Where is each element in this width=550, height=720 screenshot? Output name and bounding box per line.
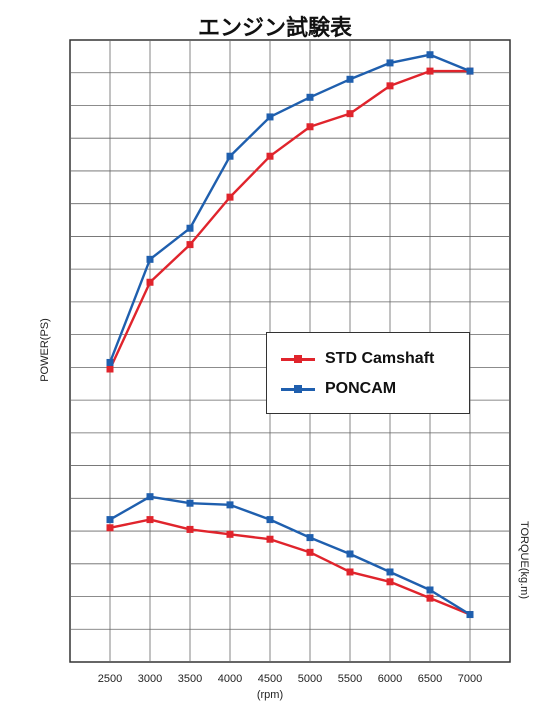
data-point-torque-poncam	[226, 501, 234, 509]
data-point-torque-poncam	[106, 516, 114, 524]
x-tick-label: 5500	[338, 673, 362, 685]
data-point-power-poncam	[386, 59, 394, 67]
data-point-torque-poncam	[386, 568, 394, 576]
x-tick-label: 7000	[458, 673, 482, 685]
data-point-power-poncam	[346, 75, 354, 83]
data-point-torque-std	[226, 530, 234, 538]
series-line-power-std	[108, 69, 470, 370]
x-tick-label: 3000	[138, 673, 162, 685]
legend-marker-poncam	[281, 382, 315, 396]
data-point-torque-poncam	[146, 493, 154, 501]
data-point-torque-poncam	[346, 550, 354, 558]
data-point-power-poncam	[106, 358, 114, 366]
series-line-torque-std	[109, 518, 471, 616]
plot-frame	[69, 39, 511, 663]
data-point-power-poncam	[306, 93, 314, 101]
data-point-power-std	[306, 123, 314, 131]
data-point-power-std	[426, 67, 434, 75]
x-axis-ticks: 2500 3000 3500 4000 4500 5000 5500 6000 6500 7000	[98, 673, 482, 685]
data-point-power-poncam	[186, 224, 194, 232]
data-point-torque-std	[266, 535, 274, 543]
data-point-power-poncam	[426, 51, 434, 59]
data-point-torque-std	[346, 568, 354, 576]
legend-square-poncam	[294, 385, 302, 393]
x-tick-label: 6000	[378, 673, 402, 685]
data-point-power-std	[146, 278, 154, 286]
data-point-power-std	[346, 110, 354, 118]
x-axis-label: (rpm)	[257, 689, 283, 701]
series-line-torque-poncam	[109, 495, 471, 616]
data-point-torque-std	[306, 548, 314, 556]
x-tick-label: 6500	[418, 673, 442, 685]
x-tick-label: 2500	[98, 673, 122, 685]
data-point-power-std	[266, 152, 274, 160]
data-point-torque-poncam	[466, 611, 474, 619]
y-axis-label-power: POWER(PS)	[39, 318, 51, 382]
data-point-torque-std	[106, 524, 114, 532]
data-point-power-poncam	[146, 255, 154, 263]
data-point-power-poncam	[466, 67, 474, 75]
x-tick-label: 4000	[218, 673, 242, 685]
legend-square-std	[294, 355, 302, 363]
legend-label-poncam: PONCAM	[325, 380, 397, 397]
x-tick-label: 5000	[298, 673, 322, 685]
data-point-power-poncam	[266, 113, 274, 121]
data-point-torque-std	[146, 516, 154, 524]
data-point-torque-poncam	[186, 499, 194, 507]
data-point-power-std	[226, 193, 234, 201]
data-point-power-std	[106, 365, 114, 373]
data-point-power-std	[186, 241, 194, 249]
data-point-power-poncam	[226, 152, 234, 160]
legend-item-poncam: PONCAM	[281, 377, 396, 401]
data-point-torque-poncam	[266, 516, 274, 524]
data-point-torque-std	[426, 594, 434, 602]
data-point-torque-std	[386, 578, 394, 586]
legend-item-std: STD Camshaft	[281, 347, 434, 371]
chart-title: エンジン試験表	[197, 16, 352, 41]
data-point-torque-poncam	[426, 586, 434, 594]
y-axis-label-torque: TORQUE(kg.m)	[518, 521, 530, 599]
data-point-torque-std	[186, 525, 194, 533]
legend-label-std: STD Camshaft	[325, 350, 435, 367]
x-tick-label: 4500	[258, 673, 282, 685]
x-tick-label: 3500	[178, 673, 202, 685]
series-lines	[106, 51, 474, 619]
legend: STD Camshaft PONCAM	[266, 332, 470, 414]
data-point-torque-poncam	[306, 534, 314, 542]
series-line-power-poncam	[108, 53, 471, 363]
legend-marker-std	[281, 352, 315, 366]
data-point-power-std	[386, 82, 394, 90]
